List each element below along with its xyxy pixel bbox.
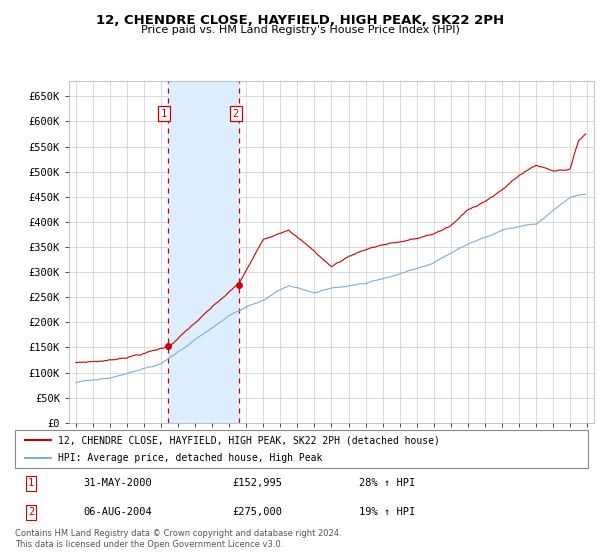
Text: 2: 2 (233, 109, 239, 119)
Text: 28% ↑ HPI: 28% ↑ HPI (359, 478, 415, 488)
Text: £275,000: £275,000 (233, 507, 283, 517)
Text: 19% ↑ HPI: 19% ↑ HPI (359, 507, 415, 517)
Text: £152,995: £152,995 (233, 478, 283, 488)
Text: Contains HM Land Registry data © Crown copyright and database right 2024.
This d: Contains HM Land Registry data © Crown c… (15, 529, 341, 549)
Bar (168, 81, 239, 423)
Text: Price paid vs. HM Land Registry's House Price Index (HPI): Price paid vs. HM Land Registry's House … (140, 25, 460, 35)
Text: 12, CHENDRE CLOSE, HAYFIELD, HIGH PEAK, SK22 2PH (detached house): 12, CHENDRE CLOSE, HAYFIELD, HIGH PEAK, … (58, 435, 440, 445)
FancyBboxPatch shape (15, 430, 588, 468)
Text: 1: 1 (161, 109, 167, 119)
Text: 1: 1 (28, 478, 34, 488)
Text: 31-MAY-2000: 31-MAY-2000 (84, 478, 152, 488)
Text: HPI: Average price, detached house, High Peak: HPI: Average price, detached house, High… (58, 453, 322, 463)
Text: 2: 2 (28, 507, 34, 517)
Text: 06-AUG-2004: 06-AUG-2004 (84, 507, 152, 517)
Text: 12, CHENDRE CLOSE, HAYFIELD, HIGH PEAK, SK22 2PH: 12, CHENDRE CLOSE, HAYFIELD, HIGH PEAK, … (96, 14, 504, 27)
